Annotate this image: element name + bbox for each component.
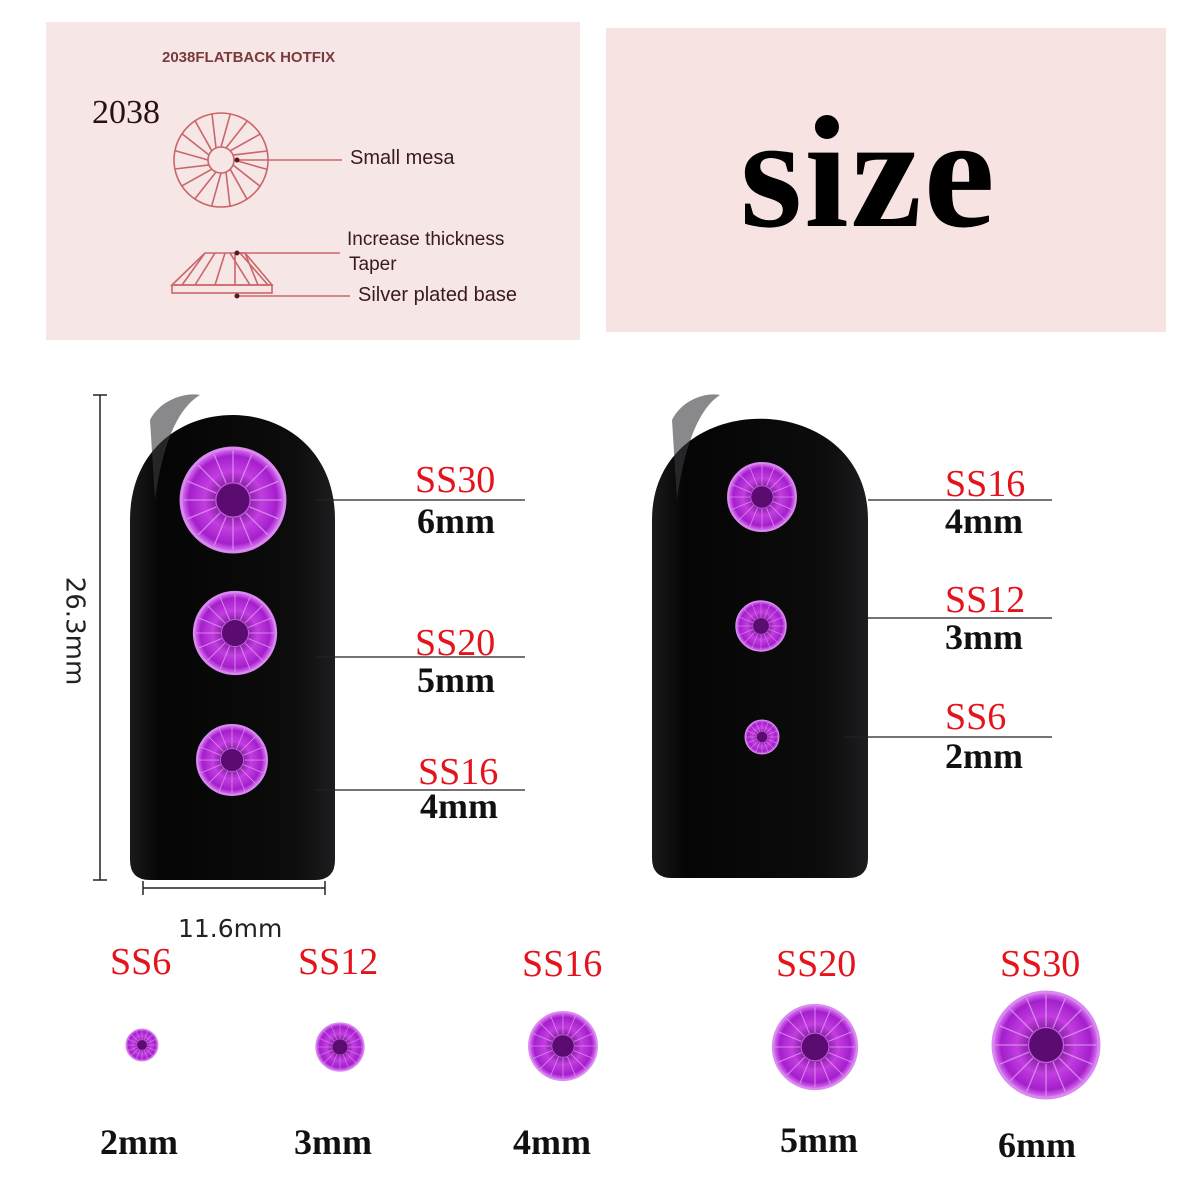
row-code-ss6: SS6 — [110, 941, 172, 983]
row-size-2mm: 2mm — [100, 1122, 178, 1162]
left-code-1: SS30 — [415, 459, 496, 501]
right-code-2: SS12 — [945, 579, 1026, 621]
left-code-3: SS16 — [418, 751, 499, 793]
gem-ss16 — [196, 724, 268, 796]
left-size-1: 6mm — [417, 501, 495, 541]
diagram-header: 2038FLATBACK HOTFIX — [162, 49, 336, 66]
row-code-ss20: SS20 — [776, 943, 857, 985]
right-size-2: 3mm — [945, 617, 1023, 657]
rhinestone-top-view-icon — [173, 112, 269, 208]
row-size-3mm: 3mm — [294, 1122, 372, 1162]
row-size-5mm: 5mm — [780, 1120, 858, 1160]
row-size-4mm: 4mm — [513, 1122, 591, 1162]
right-code-3: SS6 — [945, 696, 1007, 738]
page-title: size — [740, 83, 997, 261]
gem-ss20 — [192, 590, 278, 676]
left-size-3: 4mm — [420, 786, 498, 826]
callout-silver-base: Silver plated base — [358, 284, 517, 306]
gem-ss30 — [179, 446, 287, 554]
model-number: 2038 — [92, 94, 160, 131]
diagram-panel — [46, 22, 580, 340]
gem-ss16 — [528, 1011, 598, 1081]
gem-ss6 — [125, 1028, 159, 1062]
right-size-1: 4mm — [945, 501, 1023, 541]
left-size-2: 5mm — [417, 660, 495, 700]
row-size-6mm: 6mm — [998, 1125, 1076, 1165]
height-label: 26.3mm — [59, 576, 90, 686]
row-code-ss12: SS12 — [298, 941, 379, 983]
gem-ss6 — [744, 719, 780, 755]
right-code-1: SS16 — [945, 463, 1026, 505]
gem-ss16 — [727, 462, 797, 532]
leader-lines — [315, 499, 1052, 791]
right-size-3: 2mm — [945, 736, 1023, 776]
callout-taper: Taper — [349, 254, 397, 275]
row-code-ss16: SS16 — [522, 943, 603, 985]
row-code-ss30: SS30 — [1000, 943, 1081, 985]
rhinestone-side-view-icon — [170, 252, 274, 294]
gem-ss30 — [991, 990, 1101, 1100]
width-label: 11.6mm — [178, 914, 283, 943]
left-code-2: SS20 — [415, 622, 496, 664]
gem-ss12 — [735, 600, 787, 652]
callout-increase-thickness: Increase thickness — [347, 229, 505, 250]
height-dimension-line — [93, 394, 107, 881]
width-dimension-line — [142, 881, 326, 895]
gem-ss20 — [771, 1003, 859, 1091]
title-panel — [606, 28, 1166, 332]
gem-ss12 — [315, 1022, 365, 1072]
callout-small-mesa: Small mesa — [350, 147, 455, 169]
